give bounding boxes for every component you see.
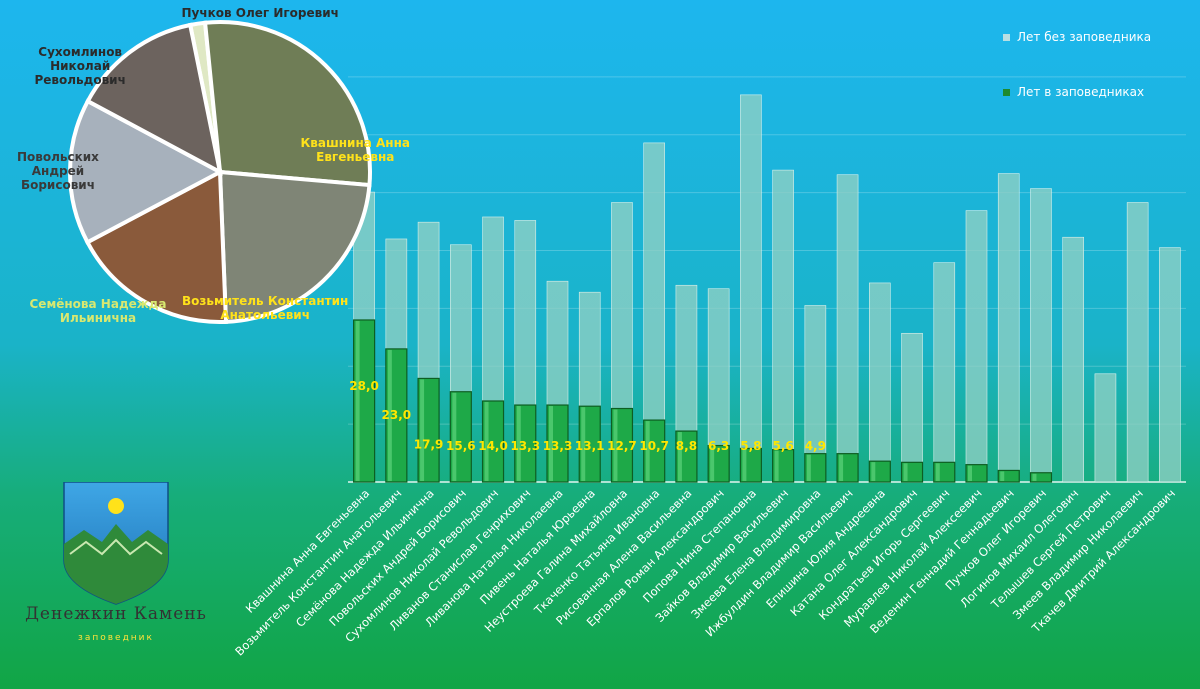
legend-item-without-reserve: Лет без заповедника [1003, 30, 1151, 44]
pie-label-line: Анатольевич [220, 308, 310, 322]
bar-without-reserve [1126, 202, 1149, 483]
bar-without-reserve [1094, 373, 1117, 483]
bar-highlight [806, 454, 811, 481]
bar-highlight [839, 454, 844, 481]
bar-without-reserve [1030, 188, 1052, 474]
bar-highlight [452, 392, 457, 481]
bar-without-reserve [804, 305, 827, 454]
bar-without-reserve [643, 142, 665, 421]
pie-label-line: Возьмитель Константин [182, 294, 349, 308]
pie-label-line: Ильинична [59, 311, 137, 325]
logo-name: Денежкин Камень [25, 604, 207, 624]
pie-label-line: Квашнина Анна [300, 136, 410, 150]
pie-label-line: Пучков Олег Игоревич [181, 6, 339, 20]
bar-highlight [549, 406, 553, 481]
pie-slice-label: Сухомлинов Николай Револьдович [35, 45, 126, 87]
bar-without-reserve [578, 291, 601, 407]
bar-highlight [355, 320, 360, 481]
logo-subtitle: заповедник [78, 633, 154, 643]
bar-highlight [968, 465, 972, 481]
data-label: 12,7 [607, 439, 637, 453]
bar-highlight [484, 401, 489, 481]
bar-without-reserve [772, 169, 794, 450]
bar-without-reserve [1159, 247, 1181, 483]
pie-label-line: Евгеньевна [316, 150, 395, 164]
bar-without-reserve [869, 282, 891, 462]
bar-highlight [645, 421, 650, 481]
legend-swatch-icon [1003, 33, 1010, 41]
legend-label: Лет в заповедниках [1017, 85, 1145, 99]
pie-label-line: Револьдович [34, 73, 126, 87]
pie-outline [68, 20, 372, 324]
bar-highlight [613, 409, 618, 481]
pie-label-line: Семёнова Надежда [29, 297, 167, 311]
bar-without-reserve [514, 220, 537, 406]
bar-highlight [742, 449, 747, 481]
bar-highlight [387, 349, 392, 481]
pie-slice-label: Возьмитель Константин Анатольевич [182, 294, 348, 322]
data-label: 17,9 [414, 437, 444, 451]
data-label: 14,0 [478, 439, 508, 453]
bar-highlight [1032, 473, 1037, 481]
legend-item-in-reserve: Лет в заповедниках [1003, 85, 1144, 99]
data-label: 8,8 [676, 439, 697, 453]
bar-without-reserve [707, 288, 730, 446]
sun-icon [108, 498, 124, 514]
data-label: 6,3 [708, 439, 729, 453]
bar-without-reserve [611, 202, 633, 409]
data-label: 15,6 [446, 439, 476, 453]
bar-without-reserve [901, 332, 923, 463]
bar-without-reserve [385, 238, 408, 350]
bar-highlight [420, 379, 425, 481]
data-label: 13,1 [575, 439, 605, 453]
bar-highlight [871, 462, 876, 481]
bar-highlight [1000, 471, 1005, 481]
bar-without-reserve [482, 216, 504, 402]
data-label: 13,3 [510, 439, 540, 453]
bar-without-reserve [836, 174, 859, 454]
bar-without-reserve [546, 280, 569, 406]
data-label: 4,9 [805, 439, 826, 453]
legend-swatch-icon [1003, 88, 1010, 96]
pie-slice-label: Семёнова Надежда Ильинична [30, 297, 167, 325]
pie-label-line: Сухомлинов [38, 45, 123, 59]
bar-without-reserve [965, 210, 988, 465]
data-label: 28,0 [349, 379, 379, 393]
pie-label-line: Андрей [31, 164, 85, 178]
bar-without-reserve [417, 221, 440, 379]
pie-slice-label: Повольских Андрей Борисович [17, 150, 99, 192]
bar-without-reserve [997, 173, 1020, 471]
bar-in-reserve [997, 469, 1020, 483]
data-label: 13,3 [543, 439, 573, 453]
bar-in-reserve [1029, 472, 1053, 483]
data-label: 23,0 [382, 408, 412, 422]
bar-without-reserve [740, 94, 762, 449]
pie-label-line: Повольских [17, 150, 99, 164]
bar-highlight [516, 406, 521, 481]
bar-highlight [677, 432, 682, 481]
bar-without-reserve [1062, 236, 1084, 483]
bar-highlight [774, 450, 779, 481]
reserve-logo [63, 482, 169, 605]
pie-label-line: Борисович [20, 178, 95, 192]
bar-without-reserve [450, 244, 472, 393]
pie-label-line: Николай [50, 59, 111, 73]
pie-slice-label: Квашнина Анна Евгеньевна [301, 136, 410, 164]
pie-slice-label: Пучков Олег Игоревич [182, 6, 339, 20]
bar-highlight [581, 407, 586, 481]
data-label: 5,8 [740, 439, 761, 453]
bar-highlight [710, 446, 715, 481]
bar-without-reserve [675, 284, 698, 432]
bar-highlight [935, 463, 940, 481]
data-label: 5,6 [772, 439, 793, 453]
bar-highlight [903, 463, 908, 481]
legend-label: Лет без заповедника [1017, 30, 1152, 44]
data-label: 10,7 [639, 439, 669, 453]
bar-without-reserve [933, 262, 956, 463]
